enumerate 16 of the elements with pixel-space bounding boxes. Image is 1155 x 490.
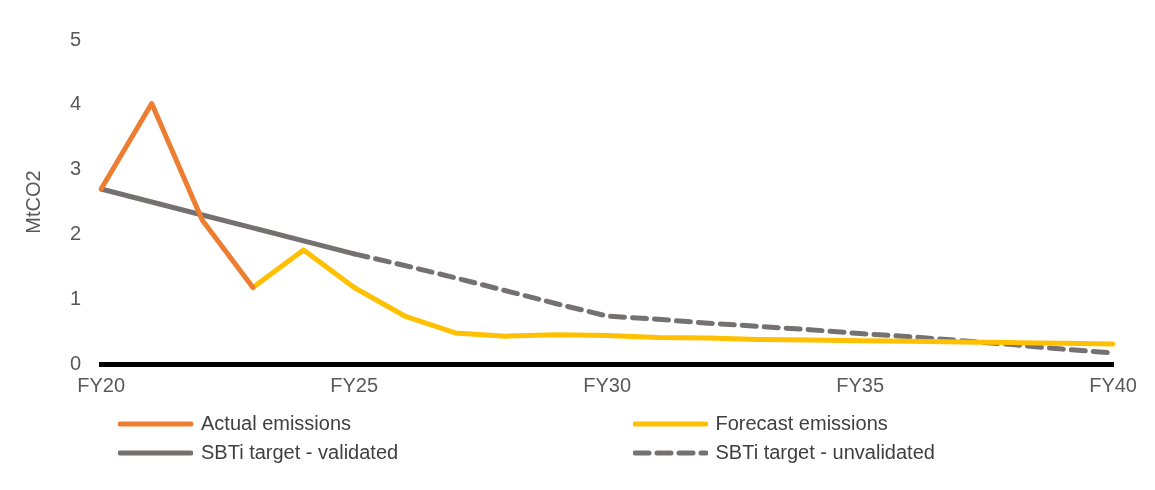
legend-label: Forecast emissions	[715, 412, 888, 435]
legend-label: SBTi target - validated	[201, 441, 399, 464]
y-tick-label: 5	[70, 27, 82, 50]
y-axis-title: MtCO2	[21, 170, 44, 234]
y-tick-label: 4	[70, 92, 82, 115]
legend-label: SBTi target - unvalidated	[715, 441, 935, 464]
x-tick-label: FY35	[836, 373, 885, 396]
y-tick-label: 2	[70, 221, 82, 244]
y-tick-label: 0	[70, 351, 82, 374]
y-tick-label: 1	[70, 286, 82, 309]
x-tick-label: FY40	[1089, 373, 1137, 396]
y-tick-label: 3	[70, 157, 82, 180]
legend-label: Actual emissions	[201, 412, 352, 435]
x-tick-label: FY25	[330, 373, 379, 396]
x-tick-label: FY30	[583, 373, 632, 396]
x-tick-label: FY20	[77, 373, 126, 396]
